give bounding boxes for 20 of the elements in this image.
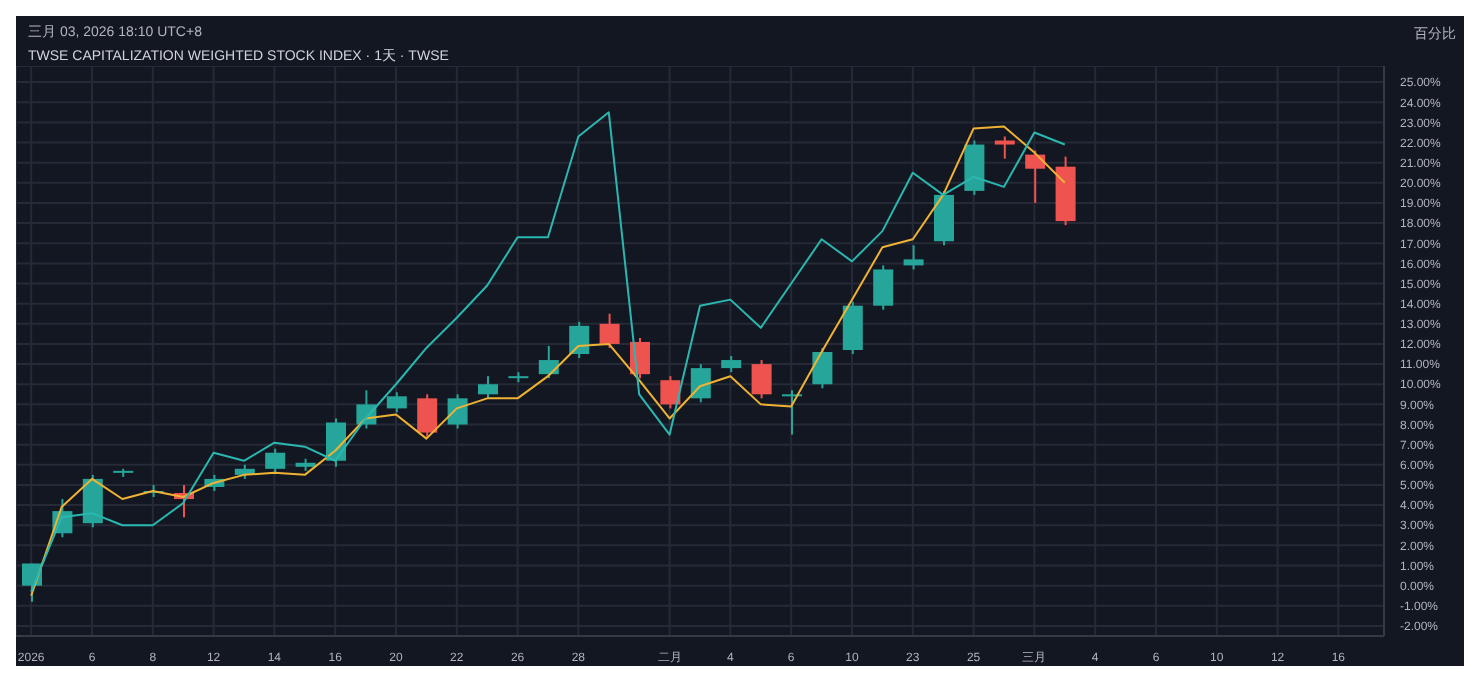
candlestick bbox=[690, 363, 711, 404]
candlestick bbox=[812, 346, 833, 390]
candlestick bbox=[842, 300, 863, 356]
candlestick bbox=[386, 391, 407, 414]
candlestick bbox=[994, 135, 1015, 160]
candlestick bbox=[265, 447, 286, 474]
candlestick bbox=[1025, 149, 1046, 204]
candlestick bbox=[873, 264, 894, 311]
candlestick bbox=[934, 189, 954, 247]
candlestick bbox=[538, 344, 559, 380]
candlestick bbox=[660, 375, 681, 410]
candlestick bbox=[964, 139, 985, 196]
candlestick bbox=[782, 389, 802, 436]
candlestick bbox=[903, 244, 924, 271]
candlestick bbox=[751, 359, 772, 400]
candlestick bbox=[599, 312, 620, 349]
candlestick bbox=[478, 375, 498, 400]
candlestick bbox=[447, 393, 468, 430]
candlestick bbox=[569, 320, 590, 360]
candlestick bbox=[417, 393, 438, 438]
